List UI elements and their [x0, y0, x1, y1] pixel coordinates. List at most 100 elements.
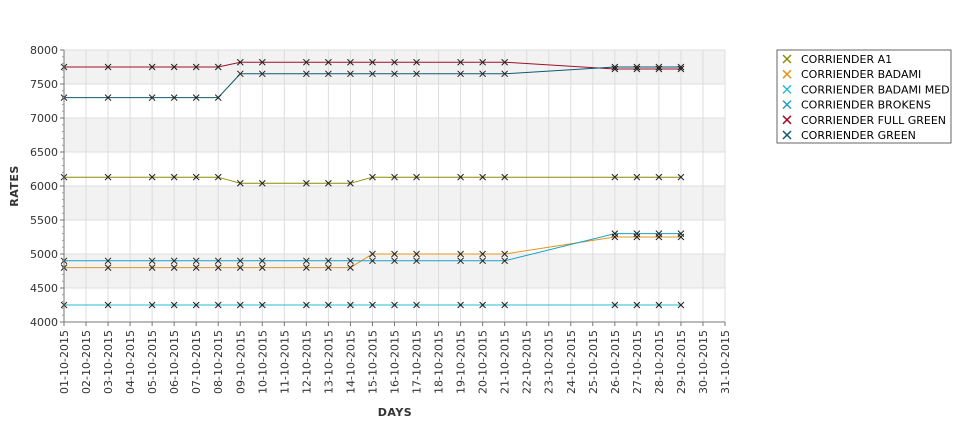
x-tick-label: 17-10-2015	[411, 330, 424, 394]
data-point-marker	[214, 257, 222, 265]
data-point-marker	[347, 264, 354, 271]
x-tick-label: 08-10-2015	[212, 330, 225, 394]
data-point-marker	[501, 70, 509, 78]
data-point-marker	[170, 94, 178, 101]
data-point-marker	[258, 264, 266, 271]
data-point-marker	[104, 173, 112, 181]
x-tick-label: 18-10-2015	[433, 330, 446, 394]
legend-marker	[782, 130, 792, 140]
data-point-marker	[413, 173, 420, 181]
x-tick-label: 15-10-2015	[366, 330, 379, 394]
data-point-marker	[391, 250, 398, 258]
data-point-marker	[148, 173, 156, 181]
data-point-marker	[479, 301, 486, 309]
data-point-marker	[501, 257, 509, 265]
data-point-marker	[325, 70, 332, 78]
data-point-marker	[170, 63, 178, 71]
legend-label: CORRIENDER BROKENS	[801, 99, 931, 112]
data-point-marker	[347, 257, 354, 265]
legend-marker	[782, 54, 792, 64]
x-tick-label: 26-10-2015	[609, 330, 622, 394]
data-point-marker	[501, 173, 509, 181]
data-point-marker	[214, 173, 222, 181]
data-point-marker	[192, 94, 200, 101]
legend-box	[776, 49, 952, 144]
data-point-marker	[214, 94, 222, 101]
y-tick-label: 8000	[30, 44, 58, 57]
data-point-marker	[258, 179, 266, 187]
data-point-marker	[104, 257, 112, 265]
data-point-marker	[391, 173, 398, 181]
x-tick-label: 16-10-2015	[389, 330, 402, 394]
data-point-marker	[325, 301, 332, 309]
data-point-marker	[192, 257, 200, 265]
data-point-marker	[479, 58, 486, 66]
data-point-marker	[479, 257, 486, 265]
data-point-marker	[148, 63, 156, 71]
x-tick-label: 14-10-2015	[344, 330, 357, 394]
x-tick-label: 19-10-2015	[455, 330, 468, 394]
y-tick-label: 4000	[30, 316, 58, 329]
data-point-marker	[611, 173, 619, 181]
x-tick-label: 30-10-2015	[697, 330, 710, 394]
data-point-marker	[236, 257, 244, 265]
data-point-marker	[677, 230, 685, 237]
data-point-marker	[501, 58, 509, 66]
data-point-marker	[303, 58, 310, 66]
data-point-marker	[611, 65, 619, 73]
data-point-marker	[192, 173, 200, 181]
data-point-marker	[501, 301, 509, 309]
data-point-marker	[104, 264, 112, 271]
x-tick-label: 20-10-2015	[477, 330, 490, 394]
data-point-marker	[170, 301, 178, 309]
legend-label: CORRIENDER A1	[801, 53, 892, 66]
y-axis-title: RATES	[8, 165, 21, 207]
data-point-marker	[347, 301, 354, 309]
x-tick-label: 04-10-2015	[124, 330, 137, 394]
data-point-marker	[457, 301, 464, 309]
data-point-marker	[236, 58, 244, 66]
x-axis-ticks: 01-10-2015 02-10-2015 03-10-2015 04-10-2015…	[58, 322, 732, 394]
data-point-marker	[303, 179, 310, 187]
data-point-marker	[457, 250, 464, 258]
x-tick-label: 02-10-2015	[80, 330, 93, 394]
data-point-marker	[655, 173, 663, 181]
series-markers	[60, 58, 685, 309]
data-point-marker	[391, 257, 398, 265]
data-point-marker	[655, 63, 663, 71]
data-point-marker	[391, 301, 398, 309]
x-tick-label: 27-10-2015	[631, 330, 644, 394]
x-tick-label: 22-10-2015	[521, 330, 534, 394]
data-point-marker	[258, 70, 266, 78]
data-point-marker	[148, 264, 156, 271]
data-point-marker	[303, 70, 310, 78]
data-point-marker	[501, 250, 509, 258]
data-point-marker	[347, 58, 354, 66]
data-point-marker	[369, 301, 376, 309]
data-point-marker	[677, 65, 685, 73]
data-point-marker	[633, 301, 641, 309]
data-point-marker	[325, 264, 332, 271]
data-point-marker	[413, 257, 420, 265]
x-tick-label: 28-10-2015	[653, 330, 666, 394]
y-tick-label: 6000	[30, 180, 58, 193]
x-tick-label: 03-10-2015	[102, 330, 115, 394]
y-tick-label: 5500	[30, 214, 58, 227]
legend: CORRIENDER A1 CORRIENDER BADAMI CORRIENDER…	[776, 49, 952, 144]
data-point-marker	[170, 173, 178, 181]
legend-item: CORRIENDER BROKENS	[782, 99, 931, 112]
data-point-marker	[479, 250, 486, 258]
data-point-marker	[236, 264, 244, 271]
x-axis-title: DAYS	[378, 406, 412, 419]
data-point-marker	[633, 65, 641, 73]
y-axis-ticks: 4000 4500 5000 5500 6000 6500 7000 7500 8000	[30, 44, 64, 329]
legend-marker	[782, 100, 792, 110]
x-tick-label: 11-10-2015	[278, 330, 291, 394]
legend-label: CORRIENDER GREEN	[801, 129, 916, 142]
data-point-marker	[148, 94, 156, 101]
data-point-marker	[479, 70, 486, 78]
data-point-marker	[347, 179, 354, 187]
data-point-marker	[369, 70, 376, 78]
data-point-marker	[325, 58, 332, 66]
